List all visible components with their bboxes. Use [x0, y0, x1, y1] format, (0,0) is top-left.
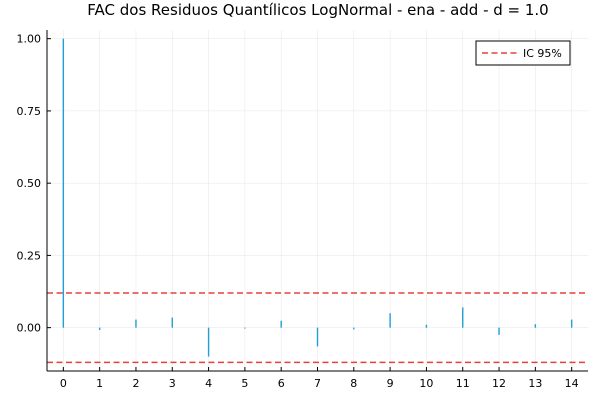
acf-bar: [389, 313, 391, 328]
acf-bar: [244, 327, 246, 329]
y-tick-label: 0.75: [17, 105, 42, 118]
x-tick-label: 3: [169, 377, 176, 390]
acf-bar: [98, 327, 101, 330]
x-tick-label: 10: [419, 377, 433, 390]
y-tick-label: 0.25: [17, 249, 42, 262]
acf-bars: [62, 38, 573, 357]
y-tick-label: 1.00: [17, 33, 42, 46]
acf-bar: [462, 307, 464, 328]
acf-bar: [316, 327, 319, 347]
x-tick-label: 12: [492, 377, 506, 390]
y-tick-label: 0.50: [17, 177, 42, 190]
grid: [47, 30, 588, 371]
acf-bar: [425, 324, 428, 328]
acf-bar: [280, 320, 282, 328]
x-tick-label: 7: [314, 377, 321, 390]
x-tick-label: 14: [565, 377, 579, 390]
x-tick-label: 4: [205, 377, 212, 390]
confidence-interval: [47, 292, 588, 364]
acf-bar: [570, 319, 573, 328]
acf-bar: [353, 327, 355, 330]
legend: IC 95%: [475, 40, 571, 66]
acf-bar: [62, 38, 65, 328]
x-tick-label: 11: [456, 377, 470, 390]
x-tick-label: 5: [241, 377, 248, 390]
x-tick-label: 8: [350, 377, 357, 390]
tick-labels: 0 1 2 3 4 5 6 7 8 9 10 11 12 13 140.000.250.500.751.00: [17, 33, 579, 390]
x-tick-label: 9: [387, 377, 394, 390]
chart-title: FAC dos Residuos Quantílicos LogNormal -…: [87, 1, 548, 19]
acf-bar: [171, 317, 173, 328]
y-tick-label: 0.00: [17, 322, 42, 335]
acf-bar: [498, 327, 500, 335]
x-tick-label: 1: [96, 377, 103, 390]
x-tick-label: 6: [278, 377, 285, 390]
x-tick-label: 0: [60, 377, 67, 390]
legend-ci-label: IC 95%: [523, 47, 562, 60]
acf-bar: [534, 324, 537, 328]
acf-bar: [207, 327, 210, 357]
x-tick-label: 13: [528, 377, 542, 390]
acf-bar: [135, 319, 137, 328]
x-tick-label: 2: [132, 377, 139, 390]
